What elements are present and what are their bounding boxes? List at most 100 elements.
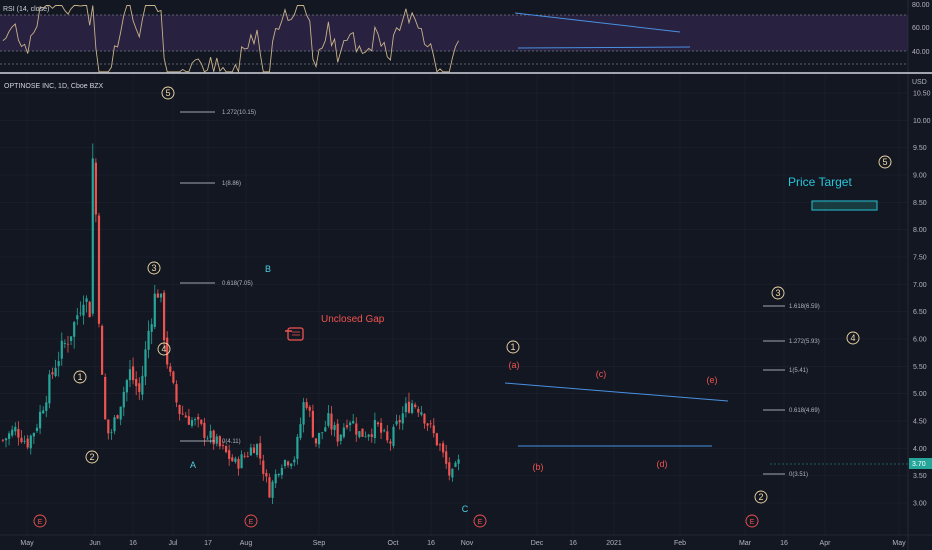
fib-label: 0(3.51) bbox=[789, 472, 808, 478]
candle-body bbox=[175, 384, 178, 403]
symbol-title: OPTINOSE INC, 1D, Cboe BZX bbox=[4, 83, 104, 90]
candle-body bbox=[45, 402, 48, 411]
candle-body bbox=[131, 366, 135, 381]
x-tick-label: 16 bbox=[780, 540, 788, 547]
candle-body bbox=[153, 293, 156, 327]
earnings-marker: E bbox=[244, 514, 258, 528]
candle-body bbox=[389, 441, 392, 444]
candle-body bbox=[79, 312, 82, 314]
candle-body bbox=[457, 459, 460, 464]
candle-body bbox=[218, 436, 221, 447]
candle-body bbox=[150, 324, 153, 332]
candle-body bbox=[17, 429, 20, 438]
x-tick-label: Jun bbox=[89, 540, 100, 547]
candle-body bbox=[91, 158, 94, 314]
candle-body bbox=[293, 459, 296, 463]
candle-body bbox=[274, 474, 277, 484]
candle-body bbox=[119, 406, 122, 420]
svg-text:2: 2 bbox=[89, 452, 94, 462]
candle-body bbox=[1, 439, 4, 441]
candle-body bbox=[441, 443, 445, 453]
wave-label-A: A bbox=[190, 460, 196, 470]
svg-text:3.70: 3.70 bbox=[912, 461, 926, 468]
candle-body bbox=[240, 454, 243, 469]
candle-body bbox=[321, 432, 324, 434]
candle-body bbox=[348, 422, 352, 426]
candle-body bbox=[435, 433, 438, 446]
candle-body bbox=[197, 416, 200, 420]
candle-body bbox=[234, 458, 237, 462]
rsi-panel: RSI (14, close) 80.00 60.00 40.00 bbox=[0, 2, 930, 74]
rsi-band bbox=[0, 15, 908, 51]
y-axis: 3.00 3.50 4.00 4.50 5.00 5.50 6.00 6.50 7.00 7.50… bbox=[913, 91, 931, 508]
wave-label-4-second: 4 bbox=[846, 331, 860, 345]
candle-body bbox=[221, 445, 225, 446]
earnings-marker: E bbox=[745, 514, 759, 528]
candle-body bbox=[386, 431, 389, 441]
candle-body bbox=[445, 451, 448, 464]
candle-body bbox=[14, 426, 17, 432]
earnings-markers[interactable]: E E E E bbox=[33, 514, 759, 528]
candle-body bbox=[88, 301, 91, 318]
wave-labels: 1 2 3 4 5 A B C 1 2 3 4 5 (a) (b) (c) (d… bbox=[73, 86, 892, 514]
pointing-hand-icon bbox=[285, 327, 304, 341]
unclosed-gap-label: Unclosed Gap bbox=[321, 314, 385, 325]
y-tick-label: 8.50 bbox=[913, 200, 927, 207]
candle-body bbox=[345, 425, 349, 428]
rsi-trendline-lower bbox=[517, 46, 691, 49]
candle-body bbox=[113, 417, 116, 432]
candle-body bbox=[169, 366, 172, 372]
wave-label-B: B bbox=[265, 264, 271, 274]
candle-body bbox=[249, 447, 252, 456]
candle-body bbox=[404, 403, 407, 413]
candle-body bbox=[352, 421, 355, 424]
y-tick-label: 10.50 bbox=[913, 91, 931, 98]
candle-body bbox=[262, 460, 265, 474]
candle-body bbox=[342, 427, 345, 437]
candle-body bbox=[252, 447, 256, 454]
candle-body bbox=[138, 383, 141, 392]
y-tick-label: 3.50 bbox=[913, 473, 927, 480]
candle-body bbox=[333, 425, 336, 430]
price-target-fill bbox=[812, 201, 877, 210]
candle-body bbox=[376, 422, 380, 425]
candle-body bbox=[162, 292, 166, 341]
y-tick-label: 6.50 bbox=[913, 309, 927, 316]
candle-body bbox=[339, 434, 342, 441]
fib-levels: 1.272(10.15) 1(8.86) 0.618(7.05) 0(4.11)… bbox=[180, 110, 820, 478]
candle-body bbox=[224, 446, 228, 453]
y-tick-label: 10.00 bbox=[913, 118, 931, 125]
fib-label: 0(4.11) bbox=[222, 439, 241, 445]
candle-body bbox=[203, 422, 206, 438]
candle-body bbox=[100, 325, 104, 375]
wave-label-C: C bbox=[462, 504, 469, 514]
candle-body bbox=[26, 438, 29, 448]
rsi-tick-80: 80.00 bbox=[912, 2, 930, 9]
candle-body bbox=[107, 419, 110, 434]
candle-body bbox=[228, 450, 231, 459]
candle-body bbox=[73, 322, 76, 337]
y-tick-label: 4.00 bbox=[913, 446, 927, 453]
candle-body bbox=[48, 374, 51, 404]
candle-body bbox=[85, 298, 88, 302]
x-tick-label: Oct bbox=[388, 540, 399, 547]
triangle-upper-trendline bbox=[504, 382, 729, 402]
x-tick-label: Dec bbox=[531, 540, 544, 547]
candle-body bbox=[178, 404, 181, 414]
candle-body bbox=[54, 367, 57, 377]
candle-body bbox=[271, 481, 274, 498]
candle-body bbox=[259, 443, 262, 459]
candle-body bbox=[82, 304, 85, 316]
candle-body bbox=[32, 432, 35, 437]
candle-body bbox=[280, 467, 283, 476]
wave-label-1: 1 bbox=[73, 370, 87, 384]
rsi-trendline-upper bbox=[514, 12, 681, 33]
wave-label-3-second: 3 bbox=[771, 286, 785, 300]
wave-label-4: 4 bbox=[157, 342, 171, 356]
candle-body bbox=[166, 337, 169, 365]
x-tick-label: Aug bbox=[240, 540, 253, 547]
candle-body bbox=[231, 457, 234, 462]
y-tick-label: 7.50 bbox=[913, 255, 927, 262]
candles bbox=[1, 143, 460, 505]
